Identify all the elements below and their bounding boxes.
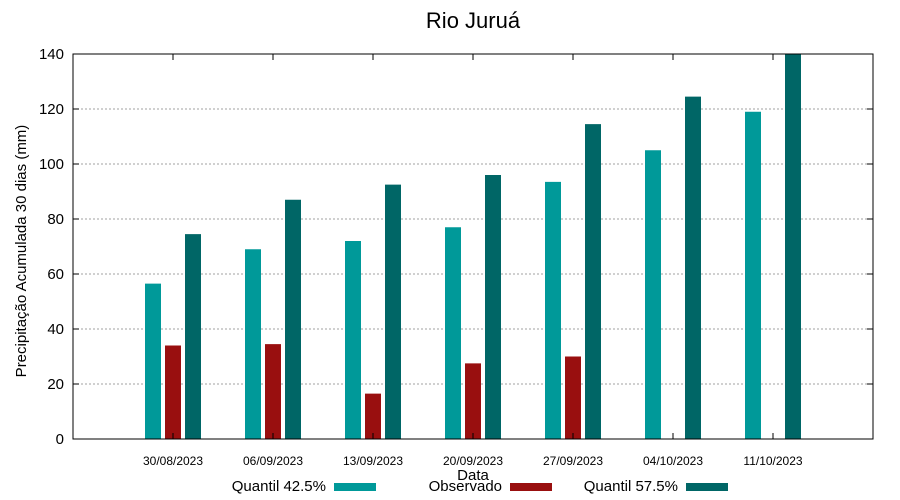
y-tick-label: 100 bbox=[39, 156, 64, 173]
bar-quantil-42-5--1 bbox=[245, 249, 261, 439]
bar-quantil-42-5--0 bbox=[145, 283, 161, 439]
legend-swatch bbox=[334, 483, 376, 491]
legend-label: Quantil 57.5% bbox=[584, 478, 678, 495]
bar-quantil-42-5--5 bbox=[645, 150, 661, 439]
y-tick-label: 20 bbox=[47, 376, 64, 393]
y-tick-label: 60 bbox=[47, 266, 64, 283]
bar-quantil-42-5--3 bbox=[445, 227, 461, 439]
bar-quantil-57-5--3 bbox=[485, 175, 501, 439]
x-tick-label: 13/09/2023 bbox=[343, 454, 403, 468]
bar-quantil-42-5--4 bbox=[545, 181, 561, 439]
y-axis-label: Precipitação Acumulada 30 dias (mm) bbox=[13, 125, 30, 378]
bars bbox=[145, 54, 801, 439]
legend-label: Observado bbox=[429, 478, 502, 495]
bar-quantil-42-5--2 bbox=[345, 241, 361, 439]
bar-observado-4 bbox=[565, 356, 581, 439]
axis-ticks: 0 20 40 60 80 100 120 140 30/08/2023 06/09/2023 13… bbox=[39, 46, 873, 468]
x-axis-label: Data bbox=[457, 467, 489, 484]
bar-quantil-57-5--1 bbox=[285, 199, 301, 439]
bar-quantil-57-5--5 bbox=[685, 96, 701, 439]
bar-quantil-42-5--6 bbox=[745, 111, 761, 439]
bar-quantil-57-5--4 bbox=[585, 124, 601, 439]
bar-observado-1 bbox=[265, 344, 281, 439]
x-tick-label: 11/10/2023 bbox=[743, 454, 802, 468]
bar-quantil-57-5--2 bbox=[385, 184, 401, 439]
legend: Quantil 42.5% Observado Quantil 57.5% bbox=[232, 478, 728, 495]
x-tick-label: 04/10/2023 bbox=[643, 454, 703, 468]
bar-observado-2 bbox=[365, 393, 381, 439]
bar-quantil-57-5--6 bbox=[785, 54, 801, 439]
y-tick-label: 140 bbox=[39, 46, 64, 63]
y-tick-label: 40 bbox=[47, 321, 64, 338]
bar-observado-0 bbox=[165, 345, 181, 439]
legend-label: Quantil 42.5% bbox=[232, 478, 326, 495]
y-tick-label: 80 bbox=[47, 211, 64, 228]
x-tick-label: 20/09/2023 bbox=[443, 454, 503, 468]
bar-quantil-57-5--0 bbox=[185, 234, 201, 439]
y-tick-label: 120 bbox=[39, 101, 64, 118]
legend-swatch bbox=[510, 483, 552, 491]
legend-swatch bbox=[686, 483, 728, 491]
x-tick-label: 30/08/2023 bbox=[143, 454, 203, 468]
bar-observado-3 bbox=[465, 363, 481, 439]
chart-title: Rio Juruá bbox=[426, 8, 521, 33]
x-tick-label: 06/09/2023 bbox=[243, 454, 303, 468]
x-tick-label: 27/09/2023 bbox=[543, 454, 603, 468]
y-tick-label: 0 bbox=[56, 431, 64, 448]
